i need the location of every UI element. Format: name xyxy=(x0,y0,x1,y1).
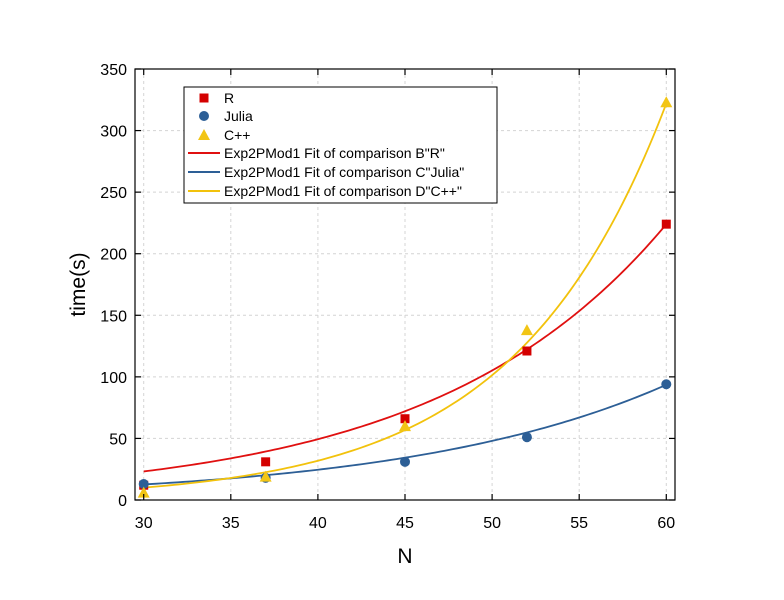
y-tick-label: 300 xyxy=(100,124,127,141)
legend-label: C++ xyxy=(224,127,250,143)
axis-ticks: 30 35 40 45 50 55 60 0 50 100 150 200 250 300 350 xyxy=(100,62,675,532)
julia-point xyxy=(521,432,532,443)
x-axis-title: N xyxy=(397,545,412,568)
x-tick-label: 30 xyxy=(135,515,153,532)
x-tick-label: 55 xyxy=(570,515,588,532)
y-tick-label: 200 xyxy=(100,247,127,264)
y-tick-label: 0 xyxy=(118,493,127,510)
y-axis-title: time(s) xyxy=(67,252,90,316)
legend-label: Julia xyxy=(224,108,253,124)
data-markers xyxy=(137,96,673,498)
legend-marker-2 xyxy=(198,129,210,140)
c--point xyxy=(259,470,272,482)
r-point xyxy=(661,219,671,229)
r-point xyxy=(522,346,532,356)
legend-box xyxy=(183,86,498,204)
legend: R Julia C++ Exp2PMod1 Fit of comparison B"R… xyxy=(183,86,498,204)
legend-label: R xyxy=(224,90,234,106)
y-tick-label: 150 xyxy=(100,308,127,325)
x-tick-label: 60 xyxy=(657,515,675,532)
legend-label: Exp2PMod1 Fit of comparison B"R" xyxy=(224,145,445,161)
c--point xyxy=(137,486,150,498)
legend-marker-0 xyxy=(199,93,209,103)
fit-curve-0 xyxy=(143,223,667,473)
legend-marker-1 xyxy=(199,111,209,121)
x-tick-label: 40 xyxy=(309,515,327,532)
r-point xyxy=(400,414,410,424)
julia-point xyxy=(661,379,672,390)
y-tick-label: 250 xyxy=(100,185,127,202)
x-tick-label: 50 xyxy=(483,515,501,532)
y-tick-label: 100 xyxy=(100,370,127,387)
c--point xyxy=(660,96,673,108)
julia-point xyxy=(400,456,410,467)
c--point xyxy=(520,324,533,336)
legend-label: Exp2PMod1 Fit of comparison D"C++" xyxy=(224,183,462,199)
y-tick-label: 50 xyxy=(109,431,127,448)
r-point xyxy=(261,457,271,467)
x-tick-label: 35 xyxy=(222,515,240,532)
c--point xyxy=(399,420,411,432)
y-tick-label: 350 xyxy=(100,62,127,79)
legend-label: Exp2PMod1 Fit of comparison C"Julia" xyxy=(224,164,464,180)
x-tick-label: 45 xyxy=(396,515,414,532)
julia-point xyxy=(138,478,149,489)
